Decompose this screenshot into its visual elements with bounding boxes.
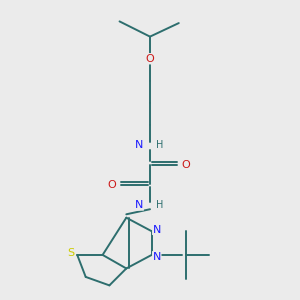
Text: H: H xyxy=(156,140,163,150)
Text: N: N xyxy=(135,140,143,150)
Text: O: O xyxy=(146,54,154,64)
Text: N: N xyxy=(135,200,143,210)
Text: O: O xyxy=(182,160,190,170)
Text: N: N xyxy=(153,224,161,235)
Text: S: S xyxy=(68,248,75,258)
Text: H: H xyxy=(156,200,163,210)
Text: N: N xyxy=(153,252,161,262)
Text: O: O xyxy=(108,180,116,190)
